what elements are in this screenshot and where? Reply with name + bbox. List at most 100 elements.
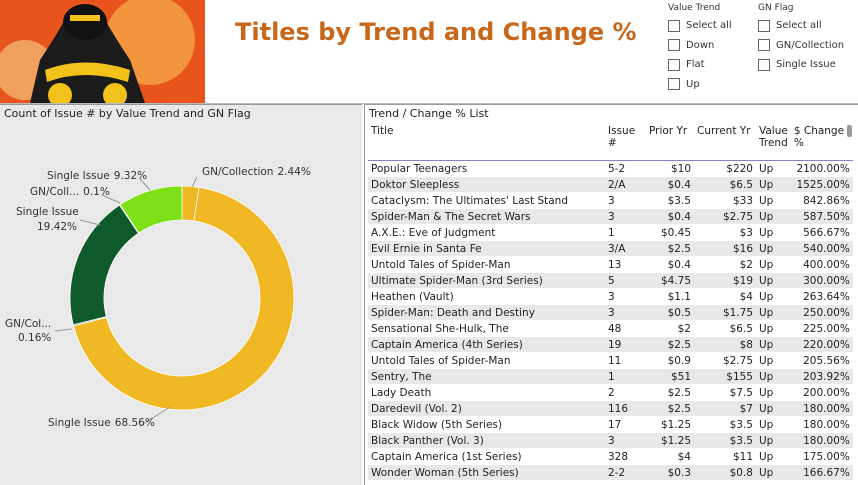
table-cell: $10 xyxy=(646,160,694,177)
table-cell: $4.75 xyxy=(646,272,694,289)
table-cell: Up xyxy=(756,448,791,465)
checkbox[interactable] xyxy=(758,39,770,52)
table-cell: 587.50% xyxy=(790,208,853,225)
slicer-item[interactable]: GN/Collection xyxy=(758,36,844,56)
table-cell: Up xyxy=(756,400,791,417)
slicer-item[interactable]: Down xyxy=(668,36,753,56)
checkbox[interactable] xyxy=(668,58,680,71)
table-cell: $0.8 xyxy=(694,464,756,481)
checkbox[interactable] xyxy=(668,19,680,32)
table-cell: $2.5 xyxy=(646,384,694,401)
table-cell: 2 xyxy=(605,384,646,401)
table-cell: $3.5 xyxy=(646,192,694,209)
checkbox[interactable] xyxy=(668,39,680,52)
table-panel: Trend / Change % List Title Issue # Prior … xyxy=(364,104,858,485)
table-cell: $11 xyxy=(694,448,756,465)
table-cell: Up xyxy=(756,336,791,353)
table-cell: 220.00% xyxy=(790,336,853,353)
table-cell: Up xyxy=(756,416,791,433)
table-cell: 1525.00% xyxy=(790,176,853,193)
checkbox[interactable] xyxy=(668,78,680,91)
slicer-label: Down xyxy=(686,39,715,51)
data-label: 9.32% xyxy=(114,170,147,182)
table-cell: Up xyxy=(756,240,791,257)
table-cell: $1.75 xyxy=(694,304,756,321)
slicer-label: Select all xyxy=(776,20,822,32)
table-cell: Popular Teenagers xyxy=(368,160,605,177)
table-cell: 2/A xyxy=(605,176,646,193)
table-row: Popular Teenagers 5-2 $10 $220 Up 2100.00% xyxy=(368,160,853,177)
table-cell: Ultimate Spider-Man (3rd Series) xyxy=(368,272,605,289)
table-cell: Spider-Man & The Secret Wars xyxy=(368,208,605,225)
table-cell: Up xyxy=(756,304,791,321)
table-row: Cataclysm: The Ultimates' Last Stand 3 $3.… xyxy=(368,192,853,209)
table-cell: 180.00% xyxy=(790,432,853,449)
chart-panel: Count of Issue # by Value Trend and GN F… xyxy=(0,104,362,485)
data-label: 0.16% xyxy=(18,332,51,344)
table-cell: 200.00% xyxy=(790,384,853,401)
data-label-category: GN/Collection xyxy=(202,166,273,178)
table-row: Spider-Man: Death and Destiny 3 $0.5 $1.75 U… xyxy=(368,304,853,321)
table-cell: Untold Tales of Spider-Man xyxy=(368,352,605,369)
chart-title: Count of Issue # by Value Trend and GN F… xyxy=(4,107,251,120)
table-cell: 5 xyxy=(605,272,646,289)
table-row: Doktor Sleepless 2/A $0.4 $6.5 Up 1525.00% xyxy=(368,176,853,193)
slicer-label: Flat xyxy=(686,59,705,71)
slicer: Value Trend Select all Down Flat Up xyxy=(668,3,753,94)
slicer-item[interactable]: Up xyxy=(668,75,753,95)
table-cell: Spider-Man: Death and Destiny xyxy=(368,304,605,321)
table-cell: $0.4 xyxy=(646,208,694,225)
table-cell: 842.86% xyxy=(790,192,853,209)
table-cell: 3 xyxy=(605,432,646,449)
table-cell: 3 xyxy=(605,304,646,321)
column-header[interactable]: Prior Yr xyxy=(646,123,694,161)
column-header[interactable]: $ Change % xyxy=(790,123,853,161)
table-cell: Up xyxy=(756,272,791,289)
header-image xyxy=(0,0,205,103)
column-header[interactable]: Value Trend xyxy=(756,123,791,161)
table-cell: $4 xyxy=(694,288,756,305)
slicer-item[interactable]: Select all xyxy=(758,16,843,36)
table-cell: 17 xyxy=(605,416,646,433)
slicer-item[interactable]: Flat xyxy=(668,55,753,75)
table-cell: 400.00% xyxy=(790,256,853,273)
table-cell: Up xyxy=(756,224,791,241)
scrollbar[interactable] xyxy=(847,125,852,137)
table-cell: Up xyxy=(756,208,791,225)
checkbox[interactable] xyxy=(758,58,770,71)
leader-line xyxy=(54,328,73,332)
table-row: Daredevil (Vol. 2) 116 $2.5 $7 Up 180.00% xyxy=(368,400,853,417)
leader-line xyxy=(191,176,198,188)
table-cell: $1.1 xyxy=(646,288,694,305)
table-cell: $33 xyxy=(694,192,756,209)
table-cell: $51 xyxy=(646,368,694,385)
slicer-item[interactable]: Select all xyxy=(668,16,753,36)
table-row: Untold Tales of Spider-Man 13 $0.4 $2 Up 400.… xyxy=(368,256,853,273)
slicer-label: Single Issue xyxy=(776,59,836,71)
table-row: Black Panther (Vol. 3) 3 $1.25 $3.5 Up 180.00… xyxy=(368,432,853,449)
data-label-category: GN/Coll... xyxy=(30,186,79,198)
table-row: Sensational She-Hulk, The 48 $2 $6.5 Up 225.0… xyxy=(368,320,853,337)
slicer-label: Up xyxy=(686,78,700,90)
column-header[interactable]: Issue # xyxy=(605,123,646,161)
slicer-title: Value Trend xyxy=(668,3,721,13)
table-row: Lady Death 2 $2.5 $7.5 Up 200.00% xyxy=(368,384,853,401)
data-label-category: GN/Col... xyxy=(5,318,51,330)
data-label: 2.44% xyxy=(277,166,310,178)
data-label: 0.1% xyxy=(83,186,110,198)
table-cell: $0.4 xyxy=(646,256,694,273)
data-label-category: Single Issue xyxy=(16,206,79,218)
table-cell: $3.5 xyxy=(694,432,756,449)
column-header[interactable]: Title xyxy=(368,123,605,161)
slicer-item[interactable]: Single Issue xyxy=(758,55,843,75)
table-cell: $7.5 xyxy=(694,384,756,401)
donut-chart: GN/Collection 2.44% Single Issue 68.56% GN/C… xyxy=(5,166,311,429)
table-cell: 328 xyxy=(605,448,646,465)
checkbox[interactable] xyxy=(758,19,770,32)
table-cell: $1.25 xyxy=(646,432,694,449)
leader-line xyxy=(139,406,171,427)
leader-line xyxy=(139,178,151,191)
table-cell: Sensational She-Hulk, The xyxy=(368,320,605,337)
column-header[interactable]: Current Yr xyxy=(694,123,756,161)
